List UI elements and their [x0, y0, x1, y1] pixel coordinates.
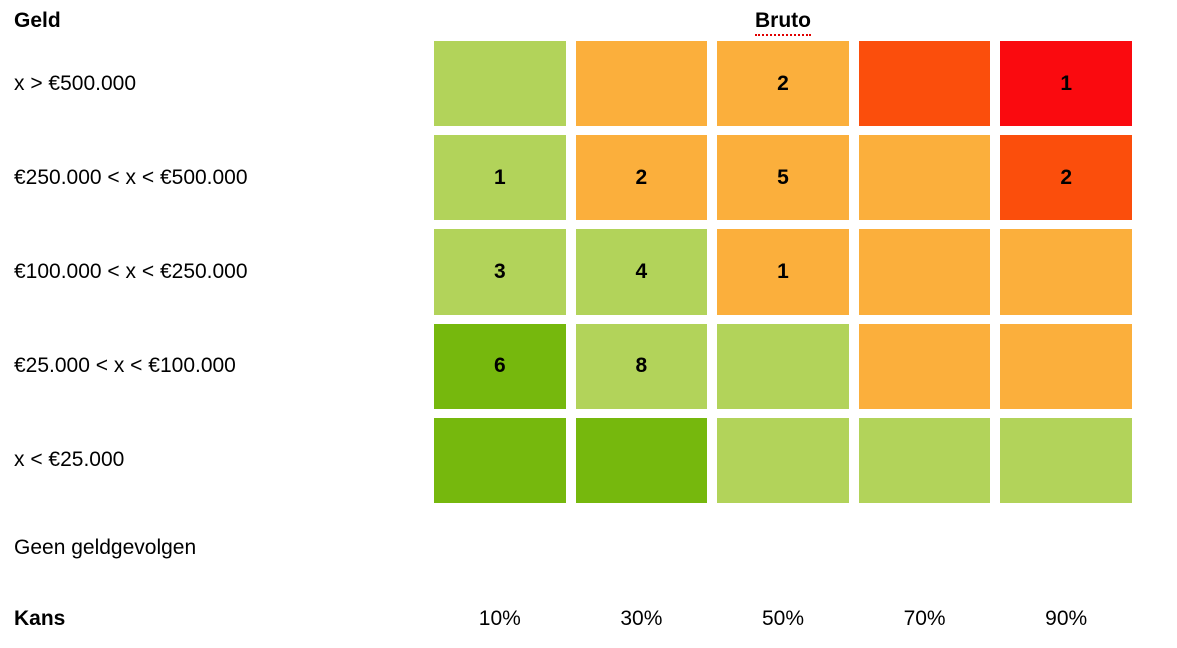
matrix-cell: [717, 323, 849, 409]
matrix-cell: 8: [575, 323, 708, 409]
matrix-cell: 2: [1000, 135, 1132, 221]
chart-title: Bruto: [755, 9, 811, 36]
matrix-cell: 4: [575, 229, 708, 315]
matrix-cell: [1000, 323, 1132, 409]
matrix-cell: [434, 41, 566, 127]
matrix-cell: [858, 135, 991, 221]
matrix-cell: [434, 417, 566, 503]
matrix-cell: 1: [717, 229, 849, 315]
matrix-cell: [1000, 417, 1132, 503]
matrix-cell: [717, 417, 849, 503]
matrix-cell: 3: [434, 229, 566, 315]
row-label: €100.000 < x < €250.000: [14, 259, 248, 283]
matrix-cell: 2: [575, 135, 708, 221]
matrix-cell: 6: [434, 323, 566, 409]
matrix-cell: 1: [434, 135, 566, 221]
row-labels: x > €500.000 €250.000 < x < €500.000 €100.…: [14, 41, 424, 503]
probability-label: 90%: [1045, 607, 1088, 630]
matrix-cell: [858, 41, 991, 127]
matrix-cell: [575, 417, 708, 503]
matrix-cell: [575, 41, 708, 127]
row-label: €25.000 < x < €100.000: [14, 354, 236, 378]
matrix-cell: [858, 417, 991, 503]
probability-label: 70%: [903, 607, 946, 630]
y-axis-title: Geld: [14, 9, 61, 32]
row-label: x < €25.000: [14, 448, 125, 472]
matrix-cell: [858, 323, 991, 409]
probability-label: 30%: [620, 607, 663, 630]
kans-values: 10% 30% 50% 70% 90%: [434, 607, 1132, 631]
probability-label: 50%: [761, 607, 804, 630]
matrix-cell: [1000, 229, 1132, 315]
no-consequences-label: Geen geldgevolgen: [14, 536, 197, 559]
matrix-cell: 5: [717, 135, 849, 221]
matrix-cell: 2: [717, 41, 849, 127]
matrix-cell: 1: [1000, 41, 1132, 127]
row-label: €250.000 < x < €500.000: [14, 165, 248, 189]
chart-title-wrap: Bruto: [434, 9, 1132, 36]
probability-label: 10%: [478, 607, 521, 630]
row-label: x > €500.000: [14, 71, 137, 95]
x-axis-title: Kans: [14, 607, 66, 630]
matrix-cell: [858, 229, 991, 315]
